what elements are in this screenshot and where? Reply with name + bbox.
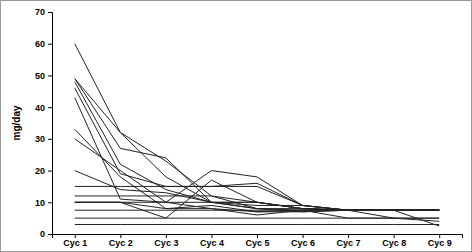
y-axis-line bbox=[48, 13, 53, 235]
y-tick-label: 20 bbox=[35, 166, 45, 176]
series-line bbox=[75, 224, 439, 225]
x-tick: Cyc 3 bbox=[154, 234, 178, 248]
y-tick-mark bbox=[48, 202, 52, 203]
y-tick-label: 50 bbox=[35, 71, 45, 81]
series-line bbox=[75, 98, 439, 212]
x-tick-label: Cyc 6 bbox=[291, 238, 315, 248]
x-tick-mark bbox=[166, 234, 167, 238]
series-line bbox=[75, 139, 439, 210]
x-tick-label: Cyc 3 bbox=[154, 238, 178, 248]
y-tick-mark bbox=[48, 44, 52, 45]
y-tick-mark bbox=[48, 171, 52, 172]
x-tick: Cyc 7 bbox=[337, 234, 361, 248]
chart: 0 10 20 30 40 50 60 70 Cyc 1 Cyc 2 Cyc 3 Cyc 4 Cyc 5… bbox=[0, 0, 472, 252]
x-tick: Cyc 9 bbox=[428, 234, 452, 248]
y-tick: 0 bbox=[40, 229, 52, 239]
y-tick: 10 bbox=[35, 198, 52, 208]
y-tick-label: 10 bbox=[35, 198, 45, 208]
x-tick-mark bbox=[439, 234, 440, 238]
series-line bbox=[75, 210, 439, 218]
y-tick-label: 70 bbox=[35, 7, 45, 17]
y-tick: 30 bbox=[35, 134, 52, 144]
y-axis-title: mg/day bbox=[11, 105, 22, 140]
series-line bbox=[75, 171, 439, 211]
x-tick: Cyc 2 bbox=[109, 234, 133, 248]
x-tick-label: Cyc 5 bbox=[245, 238, 269, 248]
x-tick: Cyc 1 bbox=[63, 234, 87, 248]
y-tick-mark bbox=[48, 12, 52, 13]
x-tick-mark bbox=[211, 234, 212, 238]
y-tick: 20 bbox=[35, 166, 52, 176]
series-line bbox=[75, 82, 439, 210]
x-tick-mark bbox=[120, 234, 121, 238]
x-tick: Cyc 5 bbox=[245, 234, 269, 248]
x-tick-label: Cyc 8 bbox=[382, 238, 406, 248]
y-tick-label: 40 bbox=[35, 103, 45, 113]
series-line bbox=[75, 44, 439, 211]
y-tick: 70 bbox=[35, 7, 52, 17]
y-tick-label: 0 bbox=[40, 229, 45, 239]
x-tick-label: Cyc 2 bbox=[109, 238, 133, 248]
x-tick-mark bbox=[75, 234, 76, 238]
series-line bbox=[75, 202, 439, 221]
series-line bbox=[75, 88, 439, 210]
x-tick-mark bbox=[303, 234, 304, 238]
series-line bbox=[75, 180, 439, 226]
x-axis: Cyc 1 Cyc 2 Cyc 3 Cyc 4 Cyc 5 Cyc 6 Cyc 7 Cyc 8… bbox=[53, 234, 463, 248]
plot: 0 10 20 30 40 50 60 70 Cyc 1 Cyc 2 Cyc 3 Cyc 4 Cyc 5… bbox=[35, 7, 463, 248]
y-tick: 40 bbox=[35, 103, 52, 113]
y-tick-mark bbox=[48, 107, 52, 108]
lines bbox=[75, 44, 439, 226]
x-tick-mark bbox=[348, 234, 349, 238]
series-line bbox=[75, 186, 439, 210]
x-tick-mark bbox=[257, 234, 258, 238]
x-tick-mark bbox=[394, 234, 395, 238]
x-tick-label: Cyc 9 bbox=[428, 238, 452, 248]
x-tick-label: Cyc 4 bbox=[200, 238, 224, 248]
y-tick-mark bbox=[48, 75, 52, 76]
y-axis: 0 10 20 30 40 50 60 70 bbox=[35, 7, 53, 239]
x-tick: Cyc 8 bbox=[382, 234, 406, 248]
series-line bbox=[75, 79, 439, 212]
y-tick-label: 60 bbox=[35, 39, 45, 49]
y-tick: 60 bbox=[35, 39, 52, 49]
series-line bbox=[75, 129, 439, 211]
y-tick-label: 30 bbox=[35, 134, 45, 144]
x-tick-label: Cyc 7 bbox=[337, 238, 361, 248]
y-tick: 50 bbox=[35, 71, 52, 81]
frame bbox=[1, 1, 472, 252]
x-tick-label: Cyc 1 bbox=[63, 238, 87, 248]
x-tick: Cyc 6 bbox=[291, 234, 315, 248]
y-tick-mark bbox=[48, 139, 52, 140]
x-tick: Cyc 4 bbox=[200, 234, 224, 248]
series-line bbox=[75, 79, 439, 211]
y-tick-mark bbox=[48, 234, 52, 235]
